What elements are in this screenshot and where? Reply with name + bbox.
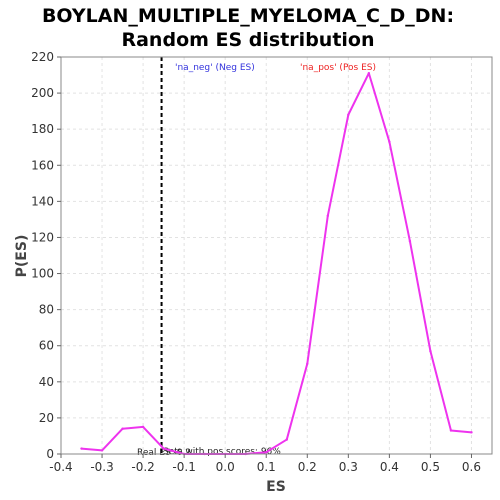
y-tick-label: 80 (39, 303, 54, 317)
y-tick-label: 140 (31, 194, 54, 208)
real-es-label: Real ES -0.2 (137, 448, 191, 458)
data-point (347, 113, 350, 116)
y-tick-label: 120 (31, 230, 54, 244)
y-tick-label: 160 (31, 158, 54, 172)
x-tick-label: -0.1 (172, 460, 195, 474)
data-point (429, 349, 432, 353)
x-tick-label: 0.0 (216, 460, 235, 474)
data-point (162, 447, 165, 450)
y-tick-label: 0 (46, 447, 54, 461)
neg-es-label: 'na_neg' (Neg ES) (175, 63, 255, 73)
data-point (408, 239, 412, 243)
data-point (449, 429, 453, 432)
data-point (100, 449, 104, 452)
data-point (326, 214, 330, 217)
chart-title-line-1: BOYLAN_MULTIPLE_MYELOMA_C_D_DN: (42, 5, 454, 27)
series-layer (80, 72, 473, 456)
y-tick-label: 220 (31, 50, 54, 64)
data-point (306, 362, 309, 365)
x-tick-label: 0.1 (257, 460, 276, 474)
pos-es-label: 'na_pos' (Pos ES) (300, 63, 376, 73)
data-point (470, 431, 473, 434)
pos-scores-label: Sets with pos scores: 96% (163, 447, 281, 457)
y-tick-label: 60 (39, 339, 54, 353)
series-line (81, 72, 472, 455)
data-point (80, 447, 83, 450)
x-axis-label: ES (266, 479, 286, 495)
y-tick-label: 20 (39, 411, 54, 425)
x-tick-label: -0.3 (90, 460, 113, 474)
plot-area (60, 56, 493, 455)
x-tick-label: 0.4 (380, 460, 399, 474)
x-tick-label: 0.2 (298, 460, 317, 474)
data-point (285, 438, 288, 441)
x-tick-label: -0.4 (49, 460, 72, 474)
x-tick-label: 0.3 (339, 460, 358, 474)
y-tick-label: 40 (39, 375, 54, 389)
annotations: 'na_neg' (Neg ES) 'na_pos' (Pos ES) Real… (137, 57, 376, 458)
x-tick-label: 0.5 (421, 460, 440, 474)
y-tick-label: 200 (31, 86, 54, 100)
data-point (121, 427, 124, 430)
x-tick-label: -0.2 (131, 460, 154, 474)
chart-title-line-2: Random ES distribution (121, 29, 374, 51)
y-tick-label: 180 (31, 122, 54, 136)
axis-ticks: -0.4 -0.3 -0.2 -0.1 0.0 0.1 0.2 0.3 0.4 0.5 0.6 0 20… (31, 50, 481, 474)
x-tick-label: 0.6 (462, 460, 481, 474)
grid (60, 56, 492, 455)
y-tick-label: 100 (31, 267, 54, 281)
y-axis-label: P(ES) (14, 235, 30, 278)
data-point (388, 140, 391, 144)
data-point (265, 450, 268, 454)
data-point (367, 72, 371, 75)
data-point (141, 425, 145, 429)
